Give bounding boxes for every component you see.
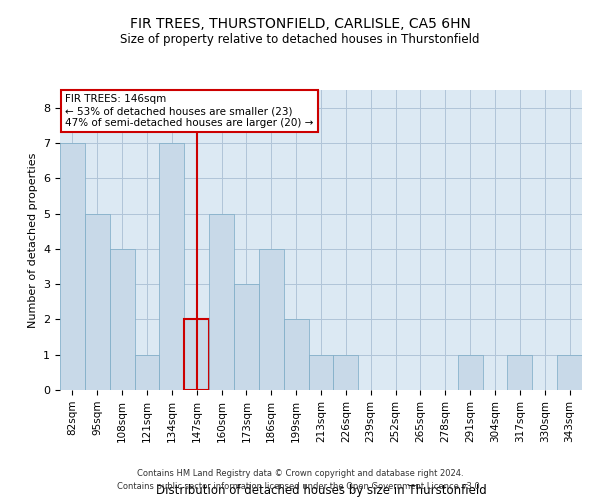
Bar — [184, 320, 209, 390]
Bar — [85, 214, 110, 390]
Bar — [209, 214, 234, 390]
Bar — [259, 249, 284, 390]
Text: Size of property relative to detached houses in Thurstonfield: Size of property relative to detached ho… — [120, 32, 480, 46]
Text: Contains HM Land Registry data © Crown copyright and database right 2024.: Contains HM Land Registry data © Crown c… — [137, 468, 463, 477]
X-axis label: Distribution of detached houses by size in Thurstonfield: Distribution of detached houses by size … — [155, 484, 487, 496]
Bar — [557, 354, 582, 390]
Bar — [334, 354, 358, 390]
Bar — [110, 249, 134, 390]
Bar — [134, 354, 160, 390]
Bar — [458, 354, 482, 390]
Text: Contains public sector information licensed under the Open Government Licence v3: Contains public sector information licen… — [118, 482, 482, 491]
Bar — [160, 143, 184, 390]
Bar — [234, 284, 259, 390]
Bar — [284, 320, 308, 390]
Bar — [60, 143, 85, 390]
Text: FIR TREES, THURSTONFIELD, CARLISLE, CA5 6HN: FIR TREES, THURSTONFIELD, CARLISLE, CA5 … — [130, 18, 470, 32]
Text: FIR TREES: 146sqm
← 53% of detached houses are smaller (23)
47% of semi-detached: FIR TREES: 146sqm ← 53% of detached hous… — [65, 94, 314, 128]
Y-axis label: Number of detached properties: Number of detached properties — [28, 152, 38, 328]
Bar — [308, 354, 334, 390]
Bar — [508, 354, 532, 390]
